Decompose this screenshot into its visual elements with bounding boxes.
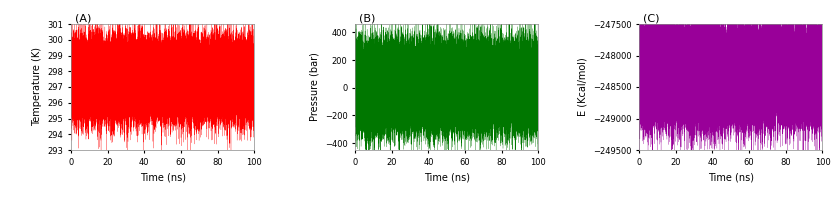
X-axis label: Time (ns): Time (ns): [423, 172, 470, 182]
Y-axis label: E (Kcal/mol): E (Kcal/mol): [577, 58, 587, 116]
Text: (A): (A): [74, 13, 91, 23]
Text: (C): (C): [643, 13, 660, 23]
Y-axis label: Pressure (bar): Pressure (bar): [309, 53, 319, 121]
X-axis label: Time (ns): Time (ns): [708, 172, 754, 182]
Y-axis label: Temperature (K): Temperature (K): [32, 47, 42, 127]
X-axis label: Time (ns): Time (ns): [139, 172, 185, 182]
Text: (B): (B): [359, 13, 375, 23]
